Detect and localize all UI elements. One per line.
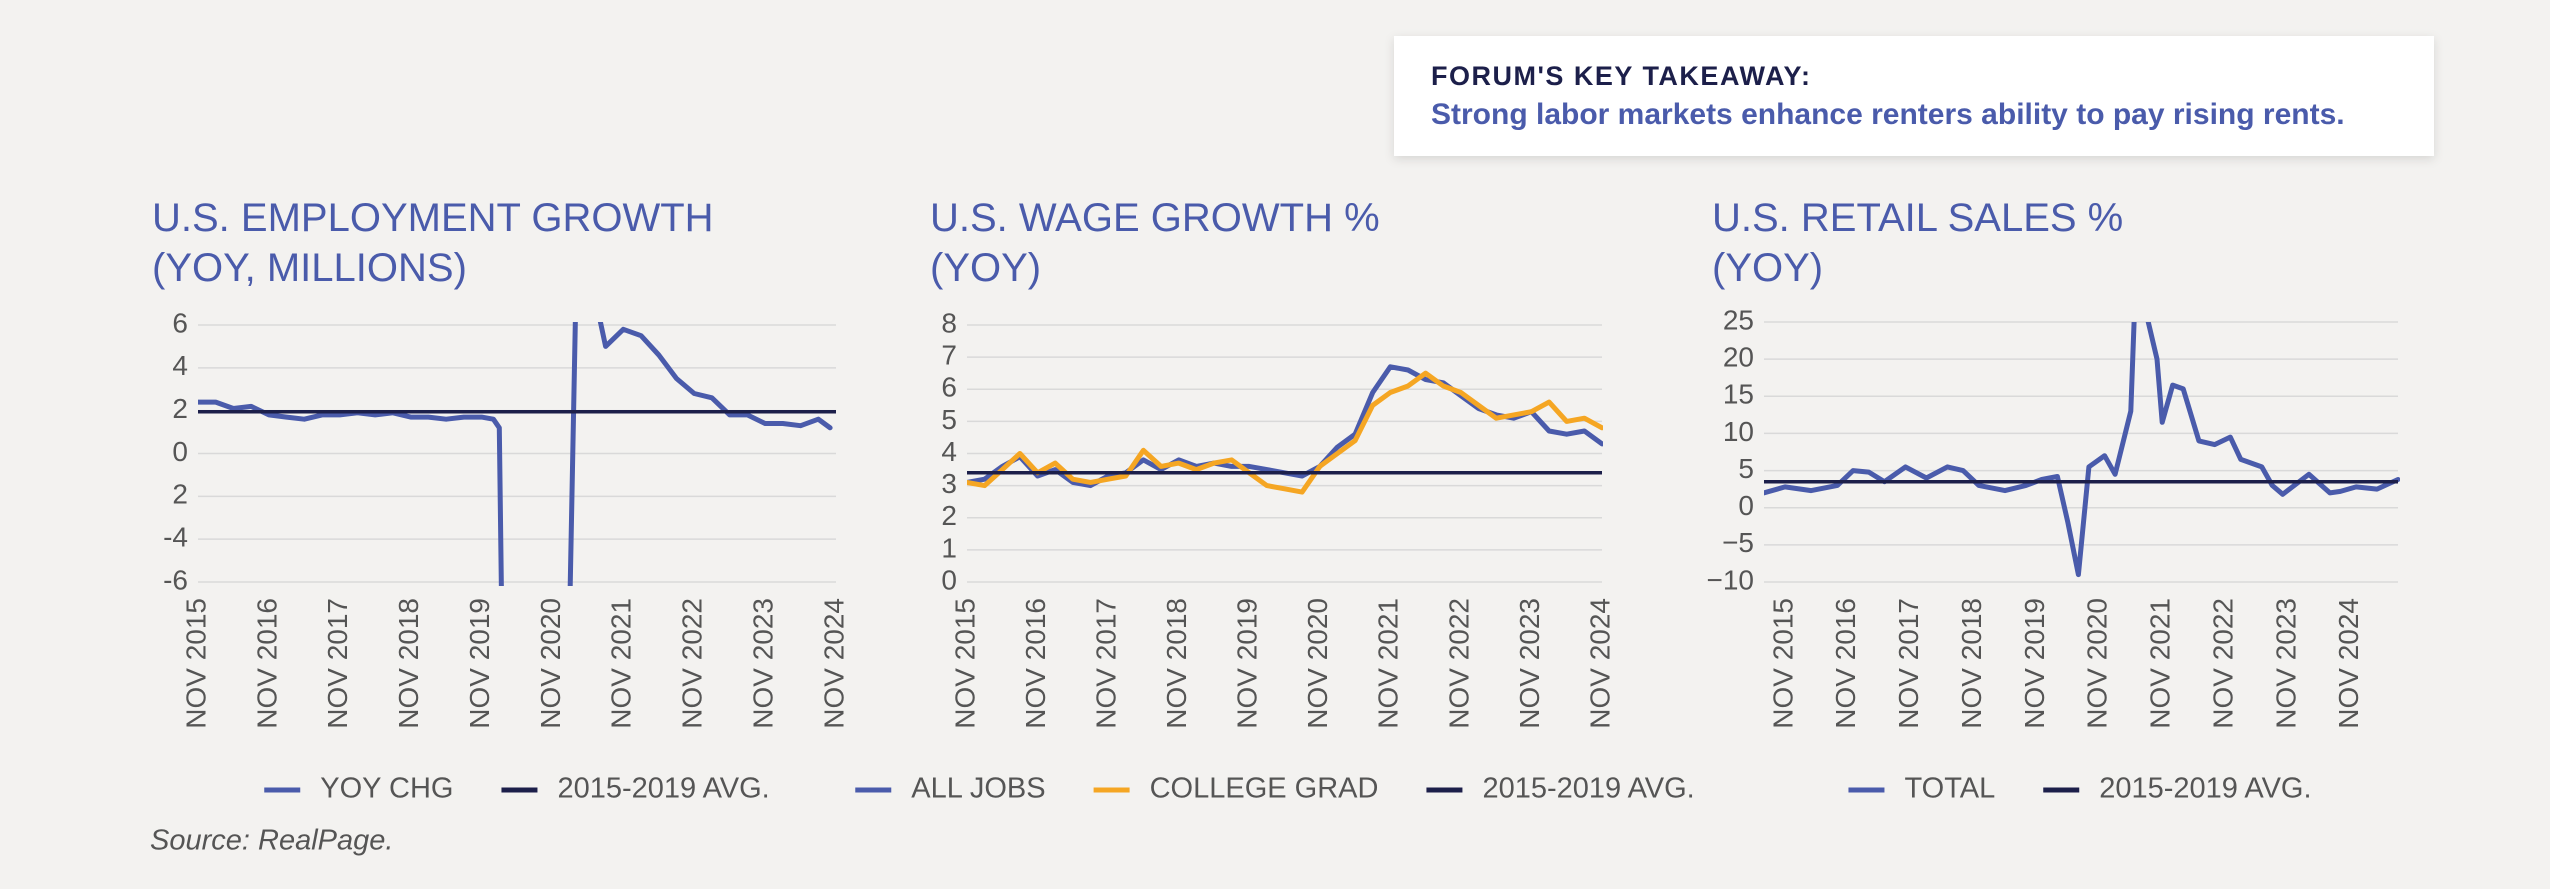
legend-label: TOTAL [1904, 773, 1995, 805]
x-tick-label: NOV 2015 [180, 598, 211, 729]
y-tick-label: 8 [941, 307, 957, 338]
y-tick-label: -4 [163, 522, 188, 553]
y-tick-label: 6 [172, 307, 188, 338]
x-tick-label: NOV 2021 [2145, 598, 2176, 729]
x-tick-label: NOV 2018 [1161, 598, 1192, 729]
y-tick-label: 1 [941, 532, 957, 563]
callout-title: FORUM'S KEY TAKEAWAY: [1431, 61, 1811, 91]
callout-text: Strong labor markets enhance renters abi… [1431, 98, 2345, 131]
series-line [967, 370, 1603, 495]
chart-title: U.S. WAGE GROWTH % (YOY) [930, 196, 1380, 290]
x-tick-label: NOV 2016 [1830, 598, 1861, 729]
x-tick-label: NOV 2020 [1302, 598, 1333, 729]
x-tick-label: NOV 2024 [818, 598, 849, 729]
legend-label: COLLEGE GRAD [1150, 773, 1379, 805]
x-tick-label: NOV 2020 [535, 598, 566, 729]
x-tick-label: NOV 2018 [1956, 598, 1987, 729]
legend-label: YOY CHG [320, 773, 453, 805]
x-tick-label: NOV 2021 [606, 598, 637, 729]
x-tick-label: NOV 2017 [1893, 598, 1924, 729]
y-tick-label: 0 [1738, 490, 1754, 521]
plot-area [1764, 322, 2400, 578]
legend-label: 2015-2019 AVG. [557, 773, 769, 805]
x-tick-label: NOV 2020 [2082, 598, 2113, 729]
y-tick-label: 10 [1723, 416, 1754, 447]
y-tick-label: 4 [941, 436, 957, 467]
x-tick-label: NOV 2021 [1373, 598, 1404, 729]
x-tick-label: NOV 2018 [393, 598, 424, 729]
y-tick-label: 5 [941, 404, 957, 435]
x-tick-label: NOV 2023 [1514, 598, 1545, 729]
y-tick-label: 5 [1738, 453, 1754, 484]
x-tick-label: NOV 2022 [677, 598, 708, 729]
x-tick-label: NOV 2019 [1232, 598, 1263, 729]
legend-label: 2015-2019 AVG. [1482, 773, 1694, 805]
y-tick-label: 2 [941, 500, 957, 531]
source: Source: RealPage. [150, 825, 393, 857]
legend-label: ALL JOBS [911, 773, 1045, 805]
y-tick-label: 3 [941, 468, 957, 499]
x-tick-label: NOV 2015 [949, 598, 980, 729]
y-tick-label: 0 [172, 436, 188, 467]
y-tick-label: 20 [1723, 342, 1754, 373]
series-line [1764, 322, 2400, 578]
x-tick-label: NOV 2019 [464, 598, 495, 729]
x-tick-label: NOV 2016 [251, 598, 282, 729]
y-tick-label: −10 [1707, 564, 1755, 595]
x-tick-label: NOV 2024 [2333, 598, 2364, 729]
y-tick-label: 15 [1723, 379, 1754, 410]
y-tick-label: 2 [172, 479, 188, 510]
callout-box [1394, 36, 2434, 156]
chart-title: U.S. RETAIL SALES % (YOY) [1712, 196, 2123, 290]
x-tick-label: NOV 2022 [2207, 598, 2238, 729]
series-line [198, 322, 833, 586]
x-tick-label: NOV 2019 [2019, 598, 2050, 729]
legend-label: 2015-2019 AVG. [2099, 773, 2311, 805]
y-tick-label: -6 [163, 564, 188, 595]
x-tick-label: NOV 2022 [1443, 598, 1474, 729]
plot-area [198, 322, 833, 586]
y-tick-label: 4 [172, 350, 188, 381]
x-tick-label: NOV 2024 [1584, 598, 1615, 729]
x-tick-label: NOV 2023 [2270, 598, 2301, 729]
x-tick-label: NOV 2017 [1091, 598, 1122, 729]
y-tick-label: −5 [1722, 527, 1754, 558]
x-tick-label: NOV 2015 [1767, 598, 1798, 729]
y-tick-label: 6 [941, 372, 957, 403]
x-tick-label: NOV 2016 [1020, 598, 1051, 729]
chart-title: U.S. EMPLOYMENT GROWTH (YOY, MILLIONS) [152, 196, 714, 290]
y-tick-label: 25 [1723, 304, 1754, 335]
x-tick-label: NOV 2023 [748, 598, 779, 729]
x-tick-label: NOV 2017 [322, 598, 353, 729]
y-tick-label: 0 [941, 564, 957, 595]
y-tick-label: 7 [941, 340, 957, 371]
y-tick-label: 2 [172, 393, 188, 424]
